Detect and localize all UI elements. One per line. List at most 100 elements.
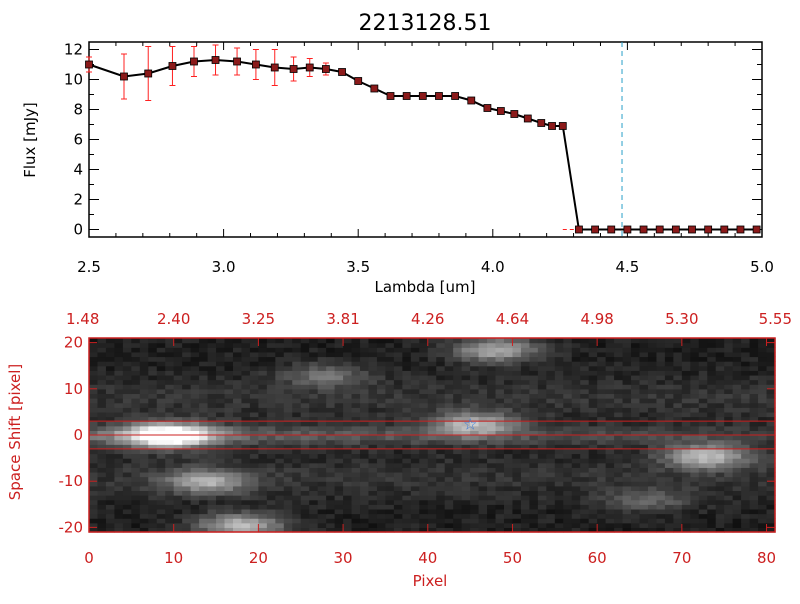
heatmap-cell xyxy=(732,370,742,376)
heatmap-cell xyxy=(300,411,310,418)
heatmap-cell xyxy=(478,398,488,404)
heatmap-cell xyxy=(97,467,107,473)
heatmap-cell xyxy=(546,342,556,348)
heatmap-cell xyxy=(537,342,547,348)
flux-line xyxy=(88,58,757,231)
heatmap-cell xyxy=(376,462,387,468)
heatmap-cell xyxy=(360,435,370,441)
heatmap-cell xyxy=(232,342,243,348)
heatmap-cell xyxy=(216,527,226,533)
heatmap-cell xyxy=(351,435,361,441)
heatmap-cell xyxy=(114,504,124,510)
heatmap-cell xyxy=(275,499,285,505)
heatmap-cell xyxy=(89,416,99,422)
heatmap-cell xyxy=(690,430,700,436)
heatmap-cell xyxy=(520,448,530,455)
heatmap-cell xyxy=(470,504,480,510)
heatmap-cell xyxy=(173,435,183,441)
heatmap-cell xyxy=(292,398,302,404)
heatmap-cell xyxy=(283,462,293,468)
heatmap-cell xyxy=(656,374,666,381)
heatmap-cell xyxy=(224,356,234,362)
heatmap-cell xyxy=(114,370,124,376)
heatmap-cell xyxy=(487,361,497,367)
heatmap-cell xyxy=(376,402,387,408)
heatmap-cell xyxy=(724,522,734,528)
heatmap-cell xyxy=(512,513,522,519)
heatmap-cell xyxy=(639,513,649,519)
heatmap-cell xyxy=(292,513,302,519)
heatmap-cell xyxy=(647,425,658,431)
heatmap-cell xyxy=(681,462,691,468)
heatmap-cell xyxy=(182,342,192,348)
heatmap-cell xyxy=(690,407,700,413)
heatmap-cell xyxy=(427,522,437,528)
heatmap-cell xyxy=(664,439,674,445)
heatmap-cell xyxy=(453,513,463,519)
heatmap-cell xyxy=(224,384,234,390)
heatmap-cell xyxy=(605,356,615,362)
heatmap-cell xyxy=(681,513,691,519)
heatmap-cell xyxy=(732,485,742,492)
heatmap-cell xyxy=(385,485,395,492)
heatmap-cell xyxy=(275,338,285,344)
heatmap-cell xyxy=(512,402,522,408)
heatmap-cell xyxy=(292,374,302,381)
heatmap-cell xyxy=(664,481,674,487)
heatmap-cell xyxy=(258,370,268,376)
heatmap-cell xyxy=(588,471,598,478)
heatmap-cell xyxy=(631,462,641,468)
heatmap-cell xyxy=(554,379,564,385)
heatmap-cell xyxy=(139,508,149,515)
heatmap-cell xyxy=(419,374,429,381)
heatmap-cell xyxy=(232,402,243,408)
heatmap-cell xyxy=(410,435,420,441)
heatmap-cell xyxy=(571,356,581,362)
heatmap-cell xyxy=(419,476,429,482)
heatmap-cell xyxy=(478,499,488,505)
heatmap-cell xyxy=(664,407,674,413)
heatmap-cell xyxy=(368,458,378,464)
heatmap-cell xyxy=(334,361,344,367)
heatmap-cell xyxy=(690,393,700,399)
heatmap-cell xyxy=(698,476,708,482)
heatmap-cell xyxy=(512,393,522,399)
heatmap-cell xyxy=(622,356,632,362)
heatmap-cell xyxy=(207,370,217,376)
heatmap-cell xyxy=(105,342,116,348)
heatmap-cell xyxy=(537,458,547,464)
heatmap-cell xyxy=(698,522,708,528)
heatmap-cell xyxy=(122,513,132,519)
heatmap-cell xyxy=(343,527,353,533)
heatmap-cell xyxy=(122,342,132,348)
heatmap-cell xyxy=(148,476,158,482)
heatmap-cell xyxy=(309,351,319,358)
heatmap-cell xyxy=(148,347,158,353)
heatmap-cell xyxy=(571,342,581,348)
heatmap-cell xyxy=(360,504,370,510)
heatmap-cell xyxy=(190,448,200,455)
heatmap-cell xyxy=(393,351,403,358)
heatmap-cell xyxy=(317,402,327,408)
heatmap-cell xyxy=(139,398,149,404)
heatmap-cell xyxy=(182,379,192,385)
heatmap-cell xyxy=(673,393,683,399)
heatmap-cell xyxy=(766,365,776,371)
heatmap-cell xyxy=(580,476,590,482)
heatmap-cell xyxy=(529,471,539,478)
heatmap-cell xyxy=(724,448,734,455)
heatmap-cell xyxy=(258,485,268,492)
heatmap-cell xyxy=(732,453,742,459)
heatmap-cell xyxy=(656,398,666,404)
heatmap-cell xyxy=(216,365,226,371)
heatmap-cell xyxy=(427,476,437,482)
heatmap-cell xyxy=(419,407,429,413)
heatmap-cell xyxy=(156,485,166,492)
heatmap-cell xyxy=(343,504,353,510)
heatmap-cell xyxy=(89,402,99,408)
heatmap-cell xyxy=(266,471,276,478)
heatmap-cell xyxy=(741,522,751,528)
heatmap-cell xyxy=(351,374,361,381)
heatmap-cell xyxy=(698,384,708,390)
heatmap-cell xyxy=(351,481,361,487)
